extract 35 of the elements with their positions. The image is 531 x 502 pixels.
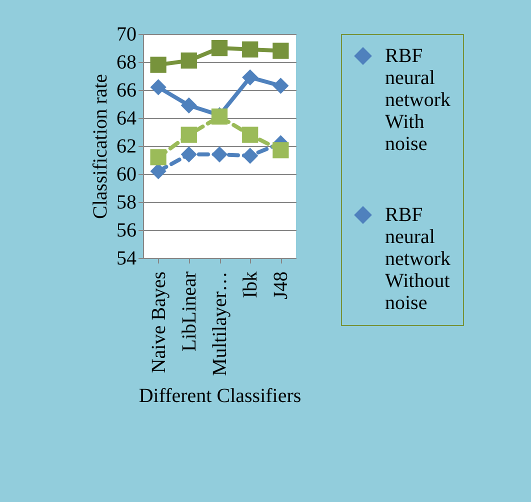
- point: [150, 79, 166, 96]
- point: [180, 52, 197, 69]
- point: [150, 149, 166, 166]
- point: [272, 142, 289, 158]
- y-tick-label: 64: [116, 108, 136, 130]
- point: [211, 146, 228, 162]
- x-tick-label: Naive Bayes: [148, 271, 170, 374]
- y-tick-label: 70: [116, 24, 136, 46]
- y-tick-label: 60: [116, 164, 136, 186]
- y-tick-label: 54: [116, 248, 136, 270]
- x-axis-title: Different Classifiers: [138, 384, 302, 407]
- point: [242, 69, 258, 86]
- legend-label: RBF neural network Without noise: [385, 204, 451, 314]
- point: [242, 148, 258, 164]
- point: [272, 42, 289, 59]
- y-tick-label: 58: [116, 192, 136, 214]
- y-tick-label: 62: [116, 136, 136, 158]
- x-tick-label: J48: [270, 272, 292, 300]
- y-tick-label: 66: [116, 80, 136, 102]
- point: [242, 126, 258, 143]
- point: [242, 41, 258, 58]
- x-tick-label: Multilayer…: [209, 272, 231, 376]
- point: [150, 56, 166, 73]
- y-tick-label: 56: [116, 220, 136, 242]
- y-tick-label: 68: [116, 52, 136, 74]
- x-tick-label: LibLinear: [178, 271, 200, 352]
- y-axis-title: Classification rate: [90, 74, 112, 219]
- x-tick-label: Ibk: [240, 272, 262, 298]
- point: [150, 163, 166, 180]
- legend-label: RBF neural network With noise: [385, 45, 451, 155]
- point: [211, 40, 228, 56]
- point: [180, 97, 197, 114]
- point: [180, 146, 197, 162]
- point: [180, 126, 197, 143]
- point: [272, 78, 289, 94]
